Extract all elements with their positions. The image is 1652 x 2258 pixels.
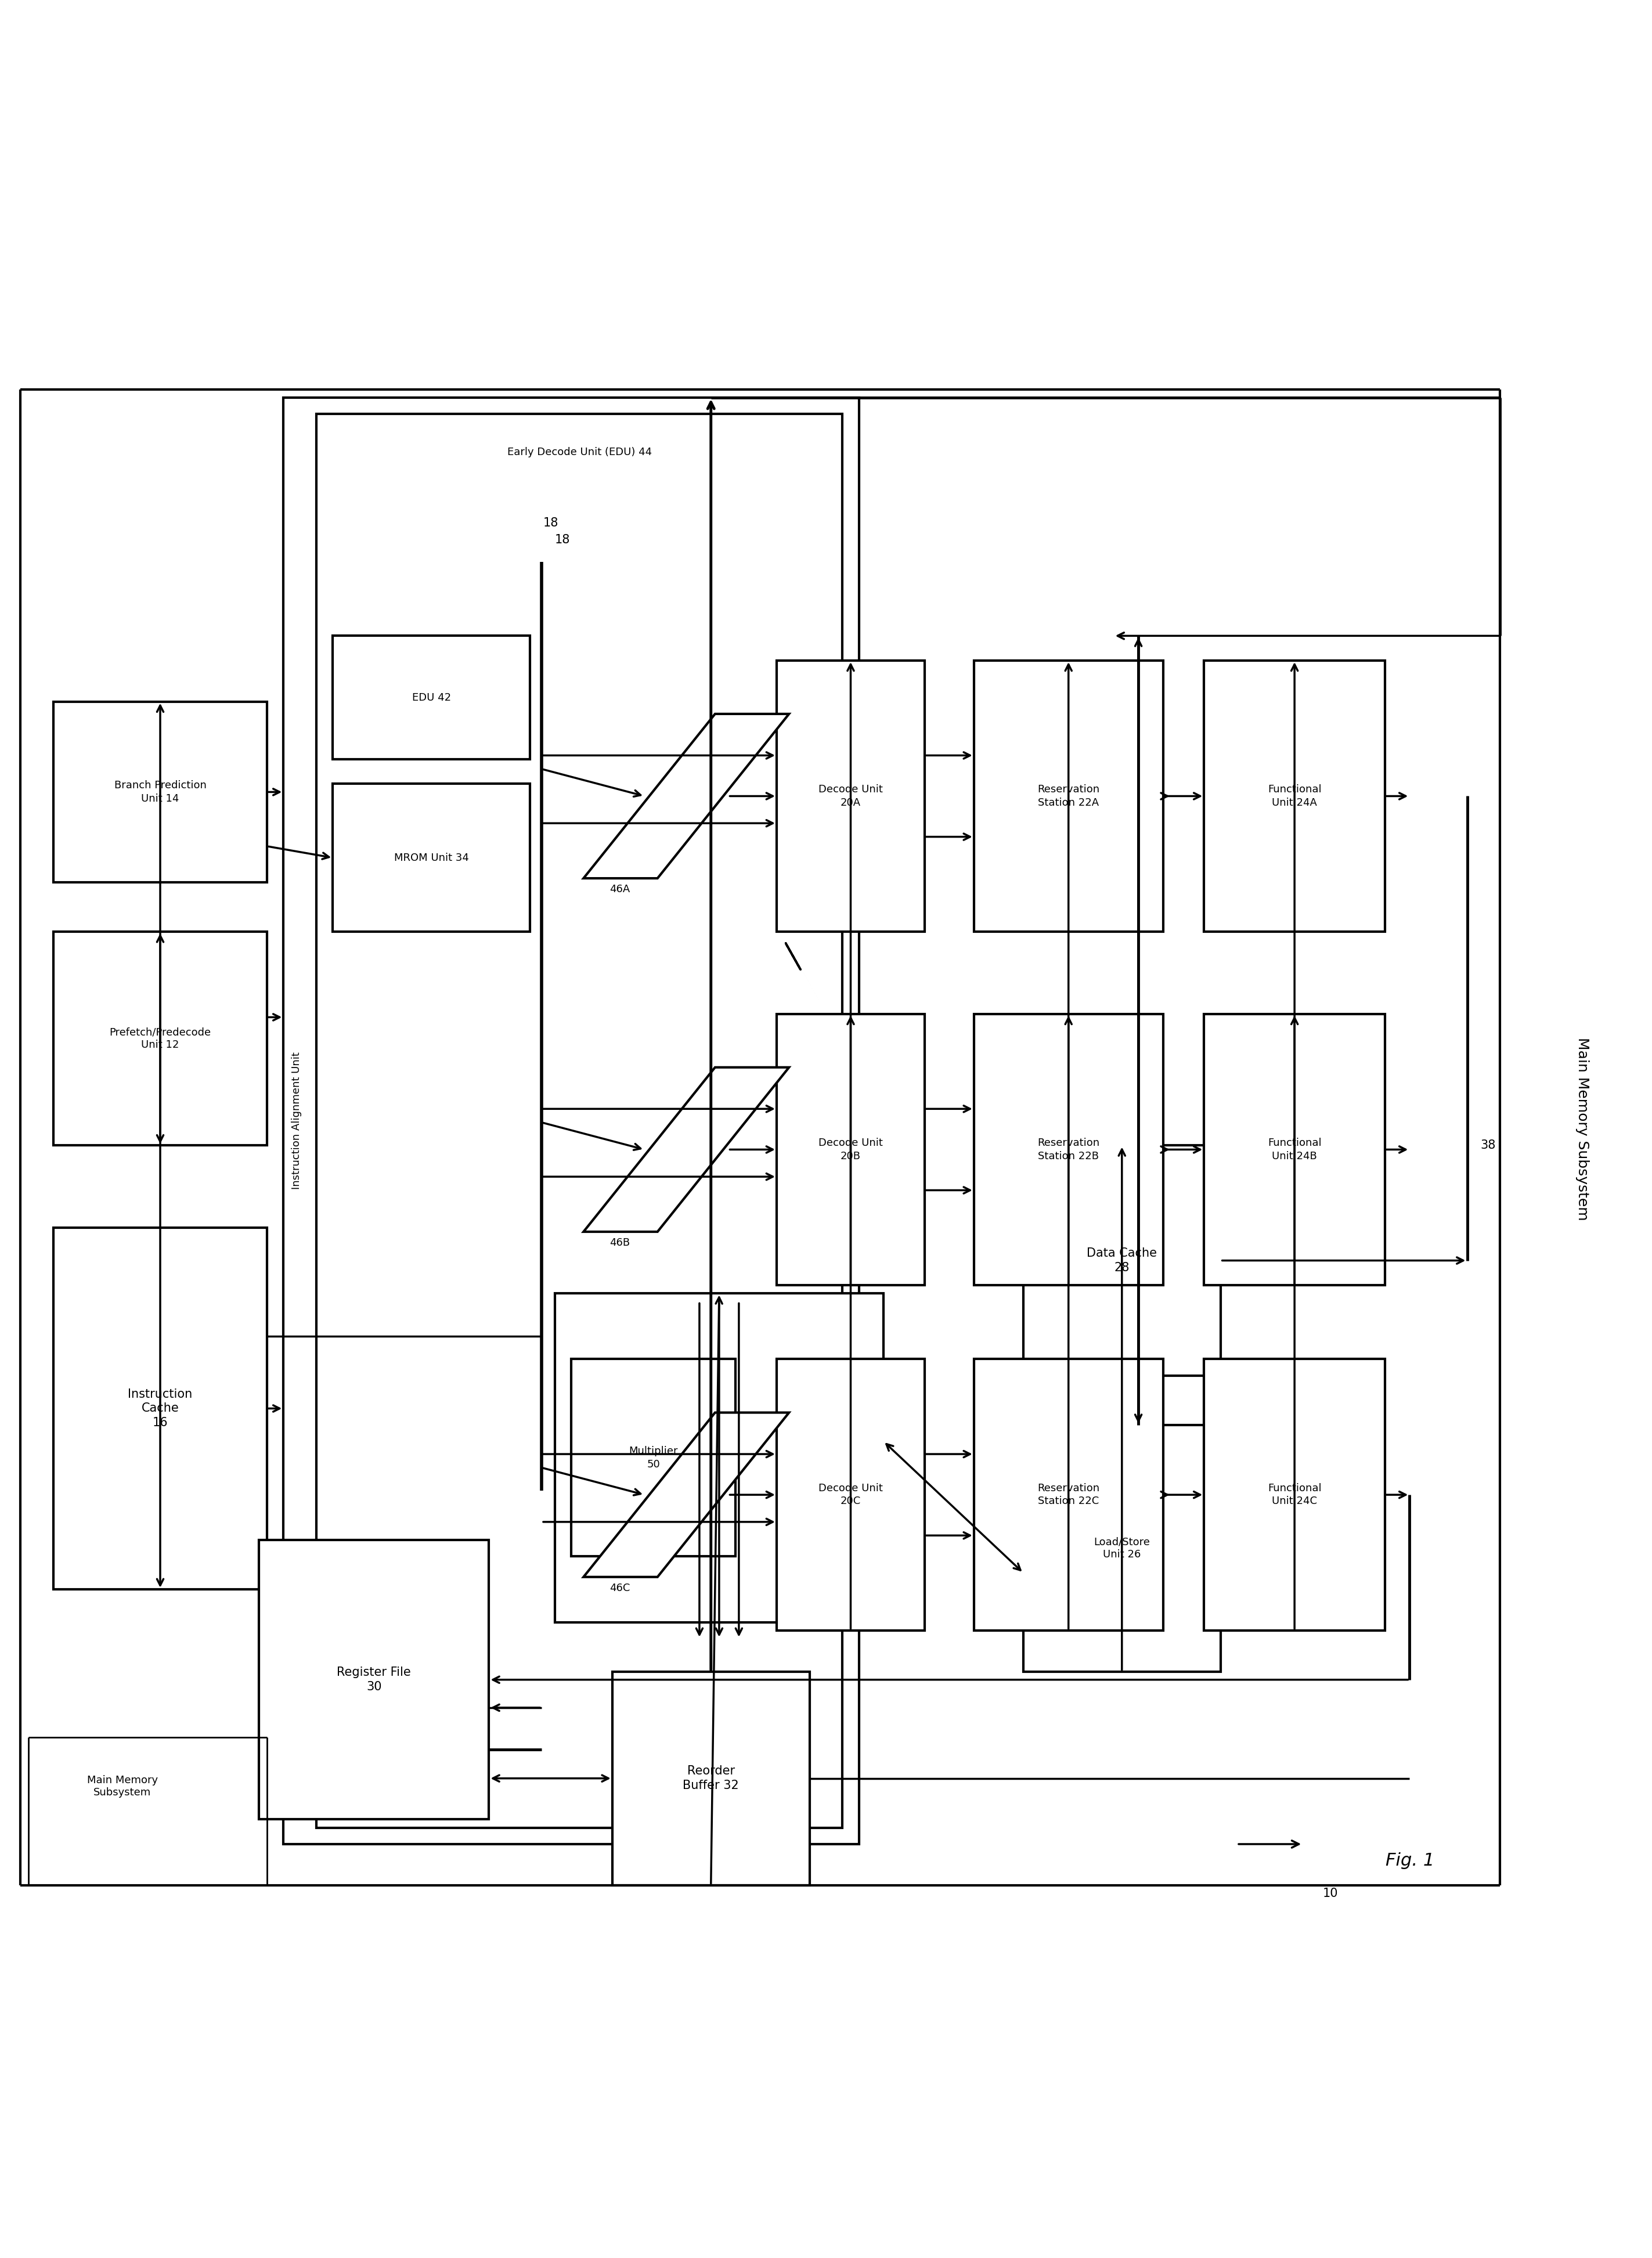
FancyBboxPatch shape — [555, 1294, 884, 1621]
Text: Prefetch/Predecode
Unit 12: Prefetch/Predecode Unit 12 — [109, 1027, 211, 1050]
Text: 10: 10 — [1323, 1888, 1338, 1899]
Text: 38: 38 — [1480, 1140, 1495, 1152]
FancyBboxPatch shape — [332, 784, 530, 933]
FancyBboxPatch shape — [1204, 1014, 1384, 1285]
Text: Main Memory
Subsystem: Main Memory Subsystem — [88, 1775, 159, 1797]
Text: FPU
36: FPU 36 — [707, 1445, 730, 1470]
Text: Register File
30: Register File 30 — [337, 1666, 411, 1694]
Text: Main Memory Subsystem: Main Memory Subsystem — [1576, 1036, 1589, 1222]
Polygon shape — [583, 1414, 790, 1576]
FancyBboxPatch shape — [1023, 1425, 1221, 1671]
FancyBboxPatch shape — [975, 662, 1163, 933]
Text: 18: 18 — [555, 533, 570, 546]
FancyBboxPatch shape — [776, 662, 925, 933]
Text: MROM Unit 34: MROM Unit 34 — [395, 854, 469, 863]
Polygon shape — [583, 714, 790, 878]
Text: Reservation
Station 22C: Reservation Station 22C — [1037, 1484, 1100, 1506]
Text: EDU 42: EDU 42 — [411, 693, 451, 702]
FancyBboxPatch shape — [53, 1228, 268, 1590]
FancyBboxPatch shape — [259, 1540, 489, 1820]
FancyBboxPatch shape — [613, 1671, 809, 1885]
FancyBboxPatch shape — [975, 1014, 1163, 1285]
Text: Early Decode Unit (EDU) 44: Early Decode Unit (EDU) 44 — [507, 447, 651, 456]
FancyBboxPatch shape — [776, 1014, 925, 1285]
Text: Decode Unit
20A: Decode Unit 20A — [818, 784, 882, 808]
Text: 46C: 46C — [610, 1583, 629, 1594]
Polygon shape — [583, 1068, 790, 1233]
Text: 46B: 46B — [610, 1237, 629, 1249]
Text: Fig. 1: Fig. 1 — [1386, 1852, 1434, 1870]
Text: Data Cache
28: Data Cache 28 — [1087, 1246, 1156, 1274]
Text: Functional
Unit 24A: Functional Unit 24A — [1267, 784, 1322, 808]
Text: Functional
Unit 24C: Functional Unit 24C — [1267, 1484, 1322, 1506]
Text: Reservation
Station 22A: Reservation Station 22A — [1037, 784, 1100, 808]
Text: Branch Prediction
Unit 14: Branch Prediction Unit 14 — [114, 781, 206, 804]
Text: Load/Store
Unit 26: Load/Store Unit 26 — [1094, 1535, 1150, 1560]
FancyBboxPatch shape — [1023, 1145, 1221, 1375]
FancyBboxPatch shape — [572, 1359, 735, 1556]
Text: Instruction Alignment Unit: Instruction Alignment Unit — [291, 1052, 302, 1190]
FancyBboxPatch shape — [53, 933, 268, 1145]
FancyBboxPatch shape — [1204, 662, 1384, 933]
FancyBboxPatch shape — [975, 1359, 1163, 1630]
FancyBboxPatch shape — [776, 1359, 925, 1630]
FancyBboxPatch shape — [53, 702, 268, 883]
Text: 18: 18 — [544, 517, 558, 528]
Text: Instruction
Cache
16: Instruction Cache 16 — [127, 1389, 193, 1429]
Text: Decode Unit
20C: Decode Unit 20C — [818, 1484, 882, 1506]
Text: Reservation
Station 22B: Reservation Station 22B — [1037, 1138, 1100, 1161]
FancyBboxPatch shape — [1204, 1359, 1384, 1630]
Text: 46A: 46A — [610, 885, 629, 894]
FancyBboxPatch shape — [332, 637, 530, 759]
Text: Functional
Unit 24B: Functional Unit 24B — [1267, 1138, 1322, 1161]
Text: Multiplier
50: Multiplier 50 — [629, 1445, 677, 1470]
Text: Decode Unit
20B: Decode Unit 20B — [818, 1138, 882, 1161]
Text: Reorder
Buffer 32: Reorder Buffer 32 — [682, 1766, 738, 1791]
